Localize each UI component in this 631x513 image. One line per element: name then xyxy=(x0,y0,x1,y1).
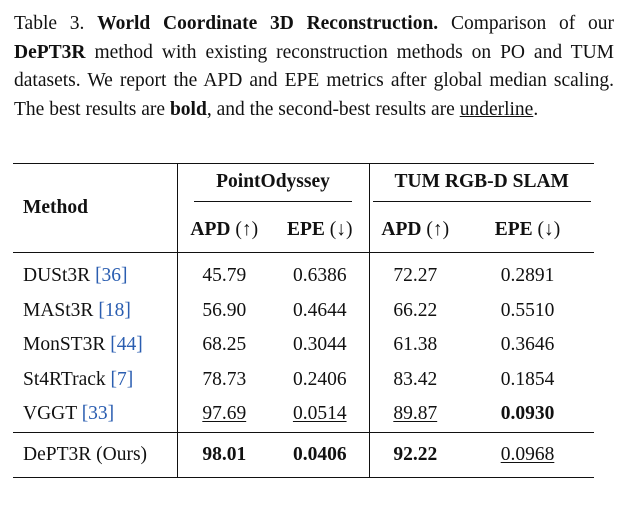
col-header-epe-tum: EPE (↓) xyxy=(494,219,561,240)
table-row: MonST3R [44] 68.25 0.3044 61.38 0.3646 xyxy=(13,328,594,363)
table-caption: Table 3. World Coordinate 3D Reconstruct… xyxy=(14,10,614,124)
row-method: MASt3R [18] xyxy=(13,293,178,328)
cell-epe-tum: 0.1854 xyxy=(500,368,555,390)
cell-apd-po: 68.25 xyxy=(202,334,247,356)
cell-epe-tum: 0.3646 xyxy=(500,334,555,356)
cell-apd-po: 56.90 xyxy=(202,299,247,321)
row-method: VGGT [33] xyxy=(13,397,178,432)
caption-text-3: , and the second-best results are xyxy=(206,98,455,120)
cell-apd-tum: 92.22 xyxy=(393,443,438,465)
cell-epe-po: 0.3044 xyxy=(271,328,370,363)
cell-apd-po: 98.01 xyxy=(202,443,247,465)
cell-epe-po: 0.2406 xyxy=(271,362,370,397)
results-table: Method PointOdyssey TUM RGB-D SLAM APD (… xyxy=(13,163,594,478)
cell-apd-tum: 89.87 xyxy=(393,403,438,425)
col-header-apd-po: APD (↑) xyxy=(190,219,259,240)
caption-method-name: DePT3R xyxy=(14,41,86,63)
col-header-apd-tum: APD (↑) xyxy=(381,219,450,240)
cell-epe-tum: 0.0968 xyxy=(500,443,555,465)
caption-text-1: Comparison of our xyxy=(450,13,614,34)
caption-text-4: . xyxy=(533,98,539,120)
table-row: MASt3R [18] 56.90 0.4644 66.22 0.5510 xyxy=(13,293,594,328)
row-method: MonST3R [44] xyxy=(13,328,178,363)
caption-underline-word: underline xyxy=(459,98,534,120)
cell-epe-po: 0.0514 xyxy=(292,403,347,425)
caption-label: Table 3. xyxy=(14,13,85,34)
group-header-pointodyssey: PointOdyssey xyxy=(177,163,370,208)
table-row: VGGT [33] 97.69 0.0514 89.87 0.0930 xyxy=(13,397,594,432)
cell-apd-po: 97.69 xyxy=(202,403,247,425)
cell-apd-tum: 72.27 xyxy=(393,265,438,287)
cell-apd-tum: 61.38 xyxy=(393,334,438,356)
row-method: DePT3R (Ours) xyxy=(13,432,178,477)
cell-apd-tum: 83.42 xyxy=(393,368,438,390)
group-header-tum: TUM RGB-D SLAM xyxy=(369,164,594,209)
table-row: St4RTrack [7] 78.73 0.2406 83.42 0.1854 xyxy=(13,362,594,397)
row-method: St4RTrack [7] xyxy=(13,362,178,397)
cell-epe-tum: 0.0930 xyxy=(500,403,555,425)
row-method: DUSt3R [36] xyxy=(13,252,178,294)
table-row: DUSt3R [36] 45.79 0.6386 72.27 0.2891 xyxy=(13,252,594,294)
col-header-epe-po: EPE (↓) xyxy=(271,208,370,253)
table-row-ours: DePT3R (Ours) 98.01 0.0406 92.22 0.0968 xyxy=(13,432,594,477)
cell-epe-po: 0.4644 xyxy=(271,293,370,328)
cell-epe-po: 0.6386 xyxy=(271,252,370,294)
cell-epe-tum: 0.2891 xyxy=(500,265,555,287)
cell-epe-po: 0.0406 xyxy=(271,432,370,477)
cell-apd-tum: 66.22 xyxy=(393,299,438,321)
method-header: Method xyxy=(13,163,178,253)
cell-apd-po: 78.73 xyxy=(202,368,247,390)
caption-text-2: method with existing reconstruction meth… xyxy=(14,41,615,120)
cell-apd-po: 45.79 xyxy=(202,265,247,287)
caption-bold-word: bold xyxy=(169,98,207,120)
cell-epe-tum: 0.5510 xyxy=(500,299,555,321)
caption-title: World Coordinate 3D Reconstruction. xyxy=(97,13,439,34)
